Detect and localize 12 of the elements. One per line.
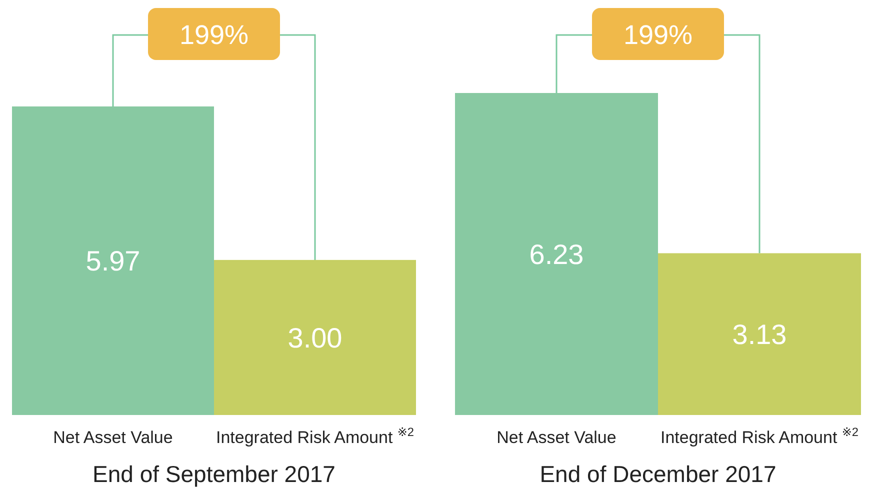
data-label: 6.23 <box>529 239 584 270</box>
text: 199% <box>179 20 249 50</box>
text: 199% <box>623 20 693 50</box>
x-tick-label: Net Asset Value <box>53 428 173 447</box>
data-label: 5.97 <box>86 246 140 277</box>
x-tick-label: Integrated Risk Amount $^{※2}$ <box>660 425 859 447</box>
x-axis-title: End of September 2017 <box>92 461 336 487</box>
data-label: 3.00 <box>288 322 342 354</box>
x-tick-label: Net Asset Value <box>496 428 616 447</box>
x-axis-title: End of December 2017 <box>540 461 776 487</box>
x-tick-label: Integrated Risk Amount $^{※2}$ <box>216 425 414 447</box>
data-label: 3.13 <box>732 319 787 350</box>
